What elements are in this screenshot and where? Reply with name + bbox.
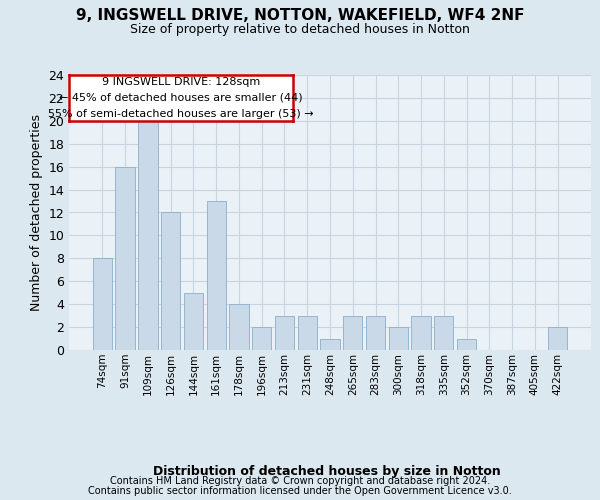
Bar	[93, 258, 112, 350]
Text: 9 INGSWELL DRIVE: 128sqm
← 45% of detached houses are smaller (44)
55% of semi-d: 9 INGSWELL DRIVE: 128sqm ← 45% of detach…	[48, 78, 314, 118]
Bar	[275, 316, 294, 350]
Text: Contains public sector information licensed under the Open Government Licence v3: Contains public sector information licen…	[88, 486, 512, 496]
Text: Distribution of detached houses by size in Notton: Distribution of detached houses by size …	[153, 464, 501, 477]
Text: Contains HM Land Registry data © Crown copyright and database right 2024.: Contains HM Land Registry data © Crown c…	[110, 476, 490, 486]
Bar	[434, 316, 454, 350]
Text: Size of property relative to detached houses in Notton: Size of property relative to detached ho…	[130, 22, 470, 36]
Bar	[548, 327, 567, 350]
Y-axis label: Number of detached properties: Number of detached properties	[30, 114, 43, 311]
Bar	[138, 121, 158, 350]
Bar	[366, 316, 385, 350]
Bar	[184, 292, 203, 350]
Bar	[343, 316, 362, 350]
Bar	[252, 327, 271, 350]
Bar	[115, 166, 135, 350]
Bar	[412, 316, 431, 350]
Bar	[389, 327, 408, 350]
Bar	[206, 201, 226, 350]
Text: 9, INGSWELL DRIVE, NOTTON, WAKEFIELD, WF4 2NF: 9, INGSWELL DRIVE, NOTTON, WAKEFIELD, WF…	[76, 8, 524, 22]
Bar	[229, 304, 248, 350]
Bar	[320, 338, 340, 350]
Bar	[457, 338, 476, 350]
Bar	[161, 212, 181, 350]
Bar	[298, 316, 317, 350]
